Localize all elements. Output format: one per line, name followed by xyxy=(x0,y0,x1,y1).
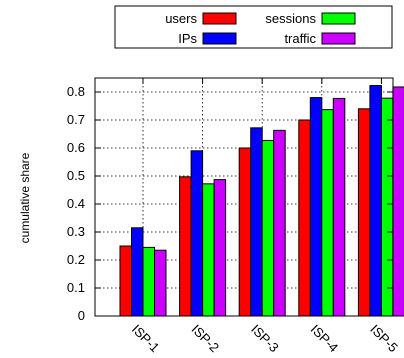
legend-label-traffic: traffic xyxy=(284,31,316,46)
plot-frame xyxy=(94,77,394,317)
bar-users-ISP-2 xyxy=(179,176,192,317)
y-tick-label: 0.3 xyxy=(67,224,85,239)
bar-IPs-ISP-1 xyxy=(131,227,144,317)
bar-IPs-ISP-2 xyxy=(190,150,204,317)
x-tick-label: ISP-5 xyxy=(367,322,401,356)
bar-traffic-ISP-1 xyxy=(154,249,167,317)
bar-IPs-ISP-5 xyxy=(369,85,382,317)
bars xyxy=(119,85,404,317)
bar-sessions-ISP-4 xyxy=(321,109,334,317)
legend-swatch-sessions xyxy=(321,12,356,25)
bar-users-ISP-5 xyxy=(357,108,371,317)
y-tick-label: 0.5 xyxy=(67,168,85,183)
bar-users-ISP-1 xyxy=(119,245,132,317)
legend-label-users: users xyxy=(165,11,197,26)
x-tick-label: ISP-3 xyxy=(248,322,282,356)
legend-swatch-traffic xyxy=(321,32,356,45)
y-tick-label: 0.6 xyxy=(67,140,85,155)
bar-traffic-ISP-3 xyxy=(273,129,286,317)
y-tick-label: 0.7 xyxy=(67,112,85,127)
bar-traffic-ISP-4 xyxy=(332,97,346,317)
legend-swatch-users xyxy=(202,12,237,25)
legend-label-IPs: IPs xyxy=(178,31,197,46)
bar-sessions-ISP-2 xyxy=(202,183,215,317)
y-tick-label: 0.1 xyxy=(67,280,85,295)
bar-IPs-ISP-4 xyxy=(309,97,323,317)
bar-IPs-ISP-3 xyxy=(250,127,263,317)
y-tick-label: 0.8 xyxy=(67,84,85,99)
bar-traffic-ISP-2 xyxy=(213,179,227,317)
axes xyxy=(94,77,394,317)
y-tick-label: 0.2 xyxy=(67,252,85,267)
bar-users-ISP-4 xyxy=(298,119,311,317)
bar-sessions-ISP-5 xyxy=(380,97,394,317)
bar-sessions-ISP-3 xyxy=(261,139,275,317)
legend: users IPs sessions traffic xyxy=(114,5,393,49)
bar-traffic-ISP-5 xyxy=(392,86,404,317)
bar-users-ISP-3 xyxy=(238,147,252,317)
x-tick-label: ISP-4 xyxy=(308,322,342,356)
y-tick-label: 0.4 xyxy=(67,196,85,211)
y-axis-label: cumulative share xyxy=(18,152,32,243)
y-ticks: 0 0.1 0.2 0.3 0.4 0.5 0.6 0.7 0.8 xyxy=(67,84,393,323)
legend-label-sessions: sessions xyxy=(265,11,316,26)
bar-sessions-ISP-1 xyxy=(142,246,155,317)
legend-swatch-IPs xyxy=(202,32,237,45)
y-tick-label: 0 xyxy=(78,308,85,323)
x-tick-label: ISP-2 xyxy=(188,322,222,356)
x-tick-label: ISP-1 xyxy=(129,322,163,356)
